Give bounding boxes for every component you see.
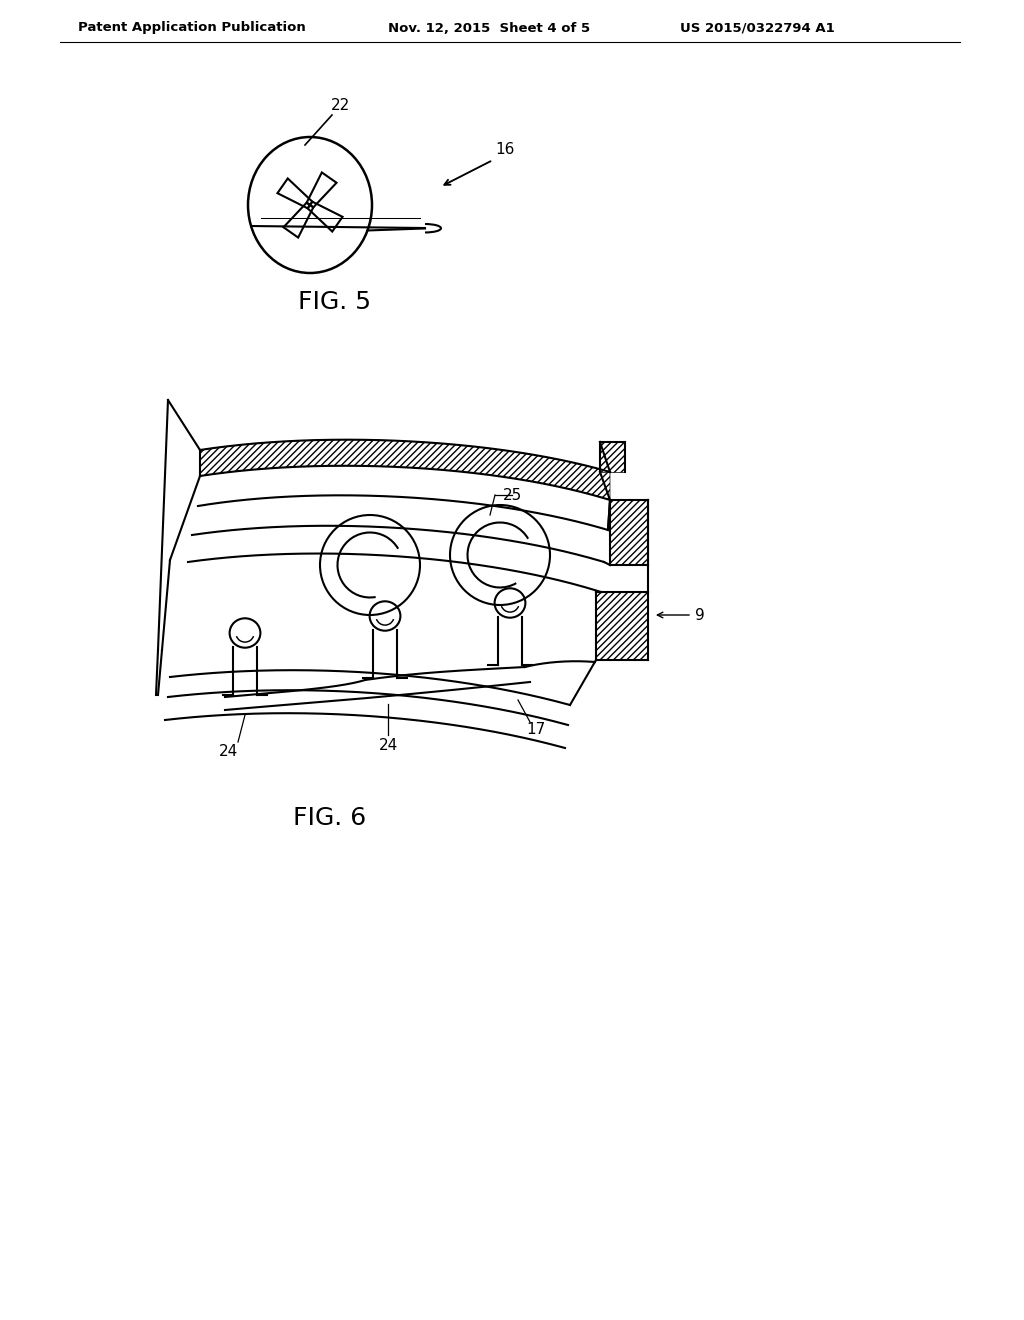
Text: 24: 24 xyxy=(379,738,397,752)
Text: 24: 24 xyxy=(218,744,238,759)
Text: 22: 22 xyxy=(331,98,349,112)
Text: 17: 17 xyxy=(526,722,546,738)
Text: Nov. 12, 2015  Sheet 4 of 5: Nov. 12, 2015 Sheet 4 of 5 xyxy=(388,21,590,34)
Text: 16: 16 xyxy=(495,143,514,157)
Polygon shape xyxy=(596,591,648,660)
Text: FIG. 6: FIG. 6 xyxy=(293,807,367,830)
Text: FIG. 5: FIG. 5 xyxy=(299,290,372,314)
Polygon shape xyxy=(200,440,610,500)
Polygon shape xyxy=(610,500,648,565)
Text: 25: 25 xyxy=(503,487,521,503)
Text: Patent Application Publication: Patent Application Publication xyxy=(78,21,306,34)
Text: US 2015/0322794 A1: US 2015/0322794 A1 xyxy=(680,21,835,34)
Text: 9: 9 xyxy=(695,607,705,623)
Polygon shape xyxy=(600,442,625,473)
